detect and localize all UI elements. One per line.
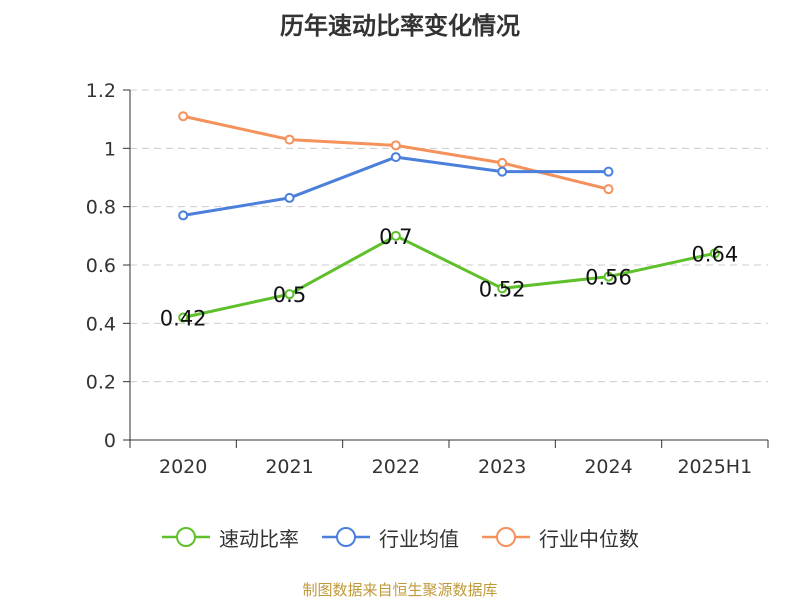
x-tick-label: 2024 — [584, 456, 632, 478]
data-point — [284, 192, 295, 203]
data-label: 0.7 — [379, 225, 412, 249]
legend-label: 速动比率 — [219, 526, 299, 551]
data-point — [603, 166, 614, 177]
data-label: 0.56 — [585, 266, 632, 290]
legend-marker-icon — [482, 527, 530, 547]
series-lines — [178, 111, 720, 323]
legend: 速动比率 行业均值 行业中位数 — [0, 520, 800, 554]
data-label: 0.52 — [479, 277, 526, 301]
data-point — [497, 283, 508, 294]
data-point — [284, 134, 295, 145]
x-tick-label: 2022 — [372, 456, 420, 478]
data-point — [497, 157, 508, 168]
data-point — [603, 271, 614, 282]
series-line-0 — [182, 234, 716, 319]
y-tick-label: 0.8 — [86, 197, 116, 219]
y-tick-label: 0.4 — [86, 313, 116, 335]
data-point — [709, 248, 720, 259]
data-point — [178, 210, 189, 221]
axes: 0 0.2 0.4 0.6 0.8 1 1.2 2020 2021 2022 2023 2024 202… — [86, 80, 769, 478]
data-point — [178, 312, 189, 323]
legend-marker-icon — [162, 527, 210, 547]
legend-item[interactable]: 行业中位数 — [481, 523, 639, 552]
x-tick-label: 2021 — [265, 456, 313, 478]
data-point — [390, 230, 401, 241]
y-tick-label: 0.6 — [86, 255, 116, 277]
y-tick-label: 1.2 — [86, 80, 116, 102]
data-point — [603, 184, 614, 195]
x-tick-label: 2025H1 — [677, 456, 752, 478]
legend-marker-icon — [322, 527, 370, 547]
grid-lines — [130, 89, 768, 383]
legend-item[interactable]: 行业均值 — [321, 523, 459, 552]
data-label: 0.5 — [273, 283, 306, 307]
y-tick-label: 0 — [104, 430, 116, 452]
data-point — [390, 152, 401, 163]
legend-label: 行业均值 — [379, 526, 459, 551]
y-tick-label: 1 — [104, 138, 116, 160]
data-labels: 0.42 0.5 0.7 0.52 0.56 0.64 — [160, 225, 738, 331]
y-tick-label: 0.2 — [86, 372, 116, 394]
x-tick-label: 2020 — [159, 456, 207, 478]
x-tick-label: 2023 — [478, 456, 526, 478]
data-point — [284, 289, 295, 300]
data-point — [390, 140, 401, 151]
data-point — [497, 166, 508, 177]
source-note: 制图数据来自恒生聚源数据库 — [302, 581, 498, 599]
legend-label: 行业中位数 — [539, 526, 639, 551]
chart-title: 历年速动比率变化情况 — [280, 12, 520, 40]
data-label: 0.64 — [691, 242, 738, 266]
data-point — [178, 111, 189, 122]
legend-item[interactable]: 速动比率 — [161, 523, 299, 552]
data-label: 0.42 — [160, 307, 207, 331]
